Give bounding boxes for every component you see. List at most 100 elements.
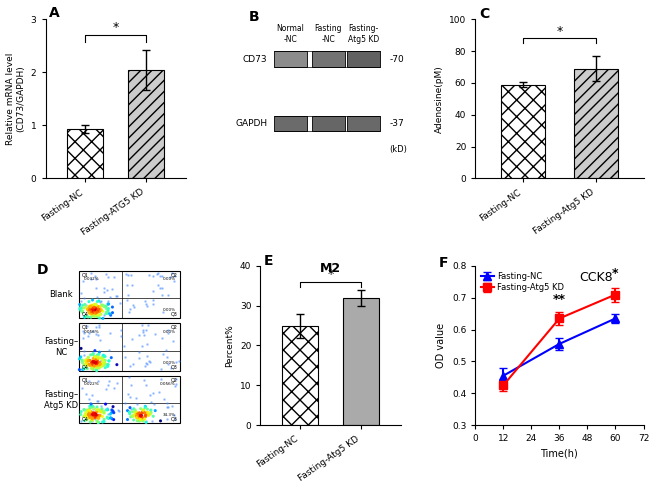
Point	[81, 390, 92, 398]
Point	[138, 408, 149, 415]
Point	[83, 377, 94, 385]
Point	[88, 410, 98, 418]
Point	[133, 411, 144, 418]
Point	[100, 385, 110, 393]
Point	[108, 407, 118, 415]
Point	[138, 326, 148, 334]
Point	[88, 404, 99, 412]
Point	[129, 408, 139, 416]
Point	[92, 397, 102, 405]
Text: Q1: Q1	[82, 377, 89, 383]
Point	[124, 409, 135, 416]
Point	[77, 366, 88, 373]
Point	[94, 306, 104, 313]
Point	[141, 381, 151, 389]
Point	[90, 313, 101, 320]
Point	[96, 356, 106, 364]
Point	[140, 362, 150, 370]
Point	[98, 301, 108, 309]
Point	[94, 308, 105, 315]
Point	[124, 308, 135, 316]
Point	[138, 376, 149, 384]
Point	[83, 357, 94, 365]
Point	[77, 327, 88, 335]
Point	[101, 406, 111, 414]
Point	[86, 307, 97, 314]
Point	[105, 310, 115, 318]
Point	[82, 356, 92, 364]
Point	[84, 309, 94, 317]
Text: 0.056%: 0.056%	[160, 382, 176, 386]
Point	[89, 362, 99, 370]
Point	[90, 358, 101, 366]
Point	[93, 303, 103, 311]
Point	[86, 301, 97, 309]
Point	[142, 302, 152, 310]
Point	[92, 359, 103, 367]
Point	[88, 403, 99, 411]
Point	[86, 305, 97, 313]
Point	[75, 353, 86, 361]
Point	[122, 281, 133, 289]
Point	[92, 365, 102, 373]
Text: Q3: Q3	[170, 312, 177, 317]
Text: GAPDH: GAPDH	[235, 119, 267, 128]
Text: -37: -37	[389, 119, 404, 128]
Point	[101, 405, 112, 412]
Point	[103, 357, 114, 365]
Point	[98, 362, 108, 370]
Point	[134, 409, 144, 417]
Bar	[574, 69, 618, 178]
Point	[155, 284, 165, 291]
Point	[90, 357, 101, 365]
Point	[75, 304, 85, 312]
Point	[101, 270, 111, 278]
Point	[140, 409, 150, 416]
Point	[84, 408, 94, 416]
Point	[77, 307, 88, 315]
Point	[158, 350, 168, 357]
Point	[84, 361, 95, 369]
Point	[99, 284, 109, 292]
Point	[92, 360, 102, 368]
Point	[83, 306, 94, 313]
Point	[134, 410, 144, 418]
Point	[119, 342, 129, 350]
Point	[79, 300, 90, 308]
Point	[98, 351, 109, 359]
Point	[88, 357, 98, 365]
Point	[85, 310, 96, 318]
Point	[150, 330, 160, 338]
Bar	[67, 129, 103, 178]
Point	[136, 414, 146, 422]
Point	[93, 415, 103, 423]
Point	[168, 337, 179, 345]
Point	[88, 412, 98, 419]
Point	[131, 409, 142, 417]
Point	[84, 414, 94, 422]
Point	[116, 327, 126, 334]
Bar	[79, 376, 180, 424]
Point	[133, 416, 144, 424]
Point	[136, 412, 146, 420]
Point	[86, 307, 97, 315]
Point	[79, 412, 89, 420]
Point	[90, 413, 100, 421]
Point	[93, 419, 103, 426]
Text: Blank: Blank	[49, 290, 73, 299]
Point	[120, 270, 131, 278]
Point	[83, 407, 93, 415]
Text: D: D	[37, 263, 49, 277]
Point	[129, 411, 140, 419]
Point	[171, 375, 181, 383]
Point	[91, 330, 101, 338]
Point	[94, 312, 104, 319]
Point	[146, 398, 156, 406]
Point	[108, 403, 118, 411]
Point	[134, 354, 144, 362]
Point	[120, 354, 131, 361]
Point	[86, 269, 96, 277]
Point	[142, 405, 153, 413]
Point	[138, 417, 149, 425]
Point	[92, 305, 103, 313]
